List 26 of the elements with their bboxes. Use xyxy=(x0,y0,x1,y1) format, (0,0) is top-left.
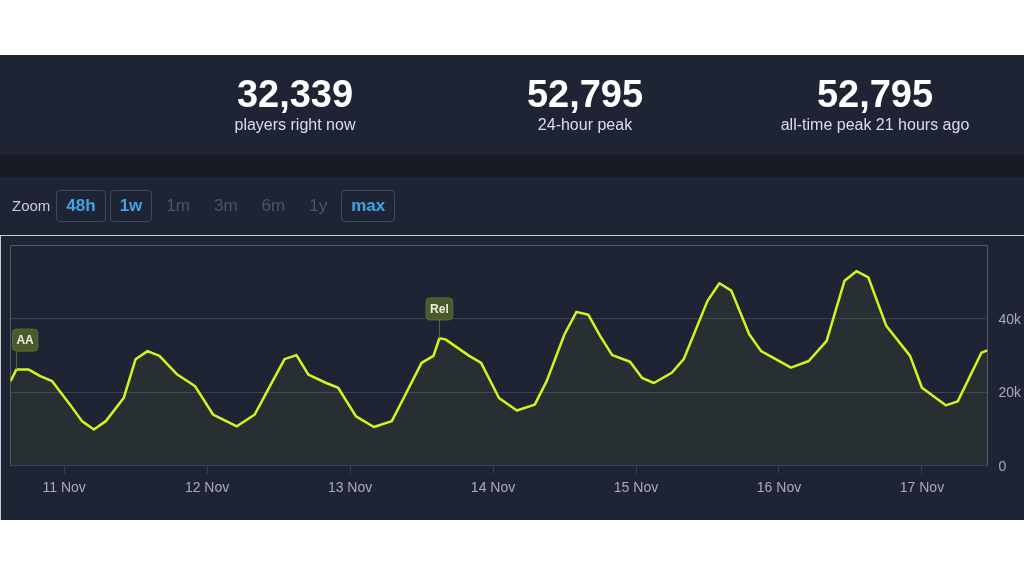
text: 24-hour peak xyxy=(536,114,634,135)
x-tick-label: 11 Nov xyxy=(42,478,86,495)
y-tick-label: 0 xyxy=(998,457,1007,474)
text: 32,339 xyxy=(235,72,355,115)
text: 1w xyxy=(109,189,153,223)
x-tick-label: 15 Nov xyxy=(613,478,659,495)
x-tick-label: 14 Nov xyxy=(470,478,516,495)
text: max xyxy=(341,189,396,223)
y-tick-label: 40k xyxy=(998,310,1023,327)
annotation: AA xyxy=(16,333,35,348)
text: 3m xyxy=(212,194,239,217)
annotation: Rel xyxy=(430,301,449,316)
text: 1m xyxy=(165,194,191,217)
y-tick-label: 20k xyxy=(998,384,1023,401)
text: 1y xyxy=(308,194,329,217)
text: 52,795 xyxy=(525,72,645,115)
x-tick-label: 13 Nov xyxy=(327,478,373,495)
text: 52,795 xyxy=(815,72,935,115)
x-tick-label: 17 Nov xyxy=(899,478,945,495)
text: Zoom xyxy=(12,196,51,217)
x-tick-label: 12 Nov xyxy=(184,478,230,495)
text: 48h xyxy=(56,189,106,223)
text: players right now xyxy=(233,114,357,135)
x-tick-label: 16 Nov xyxy=(756,478,802,495)
text: 6m xyxy=(260,194,287,217)
text: all-time peak 21 hours ago xyxy=(779,114,971,135)
